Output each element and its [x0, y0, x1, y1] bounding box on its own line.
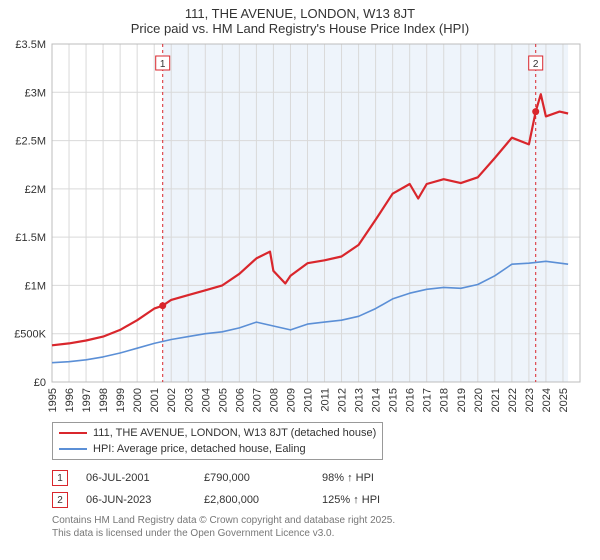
legend-row: 111, THE AVENUE, LONDON, W13 8JT (detach…	[59, 425, 376, 441]
y-tick-label: £2.5M	[15, 136, 46, 148]
x-tick-label: 1997	[81, 388, 93, 412]
footer-line-2: This data is licensed under the Open Gov…	[52, 527, 395, 540]
x-tick-label: 2006	[234, 388, 246, 412]
y-tick-label: £1.5M	[15, 232, 46, 244]
legend-swatch	[59, 448, 87, 450]
events-table: 1 06-JUL-2001 £790,000 98% ↑ HPI 2 06-JU…	[52, 464, 380, 508]
x-tick-label: 1995	[47, 388, 59, 412]
x-tick-label: 2016	[405, 388, 417, 412]
attribution-footer: Contains HM Land Registry data © Crown c…	[52, 514, 395, 540]
x-tick-label: 2008	[268, 388, 280, 412]
y-tick-label: £500K	[14, 329, 46, 341]
event-delta: 125% ↑ HPI	[322, 494, 380, 506]
x-tick-label: 2023	[524, 388, 536, 412]
legend-label: HPI: Average price, detached house, Eali…	[93, 441, 306, 457]
x-tick-label: 2015	[388, 388, 400, 412]
y-tick-label: £2M	[25, 184, 46, 196]
x-tick-label: 2018	[439, 388, 451, 412]
x-tick-label: 2025	[558, 388, 570, 412]
y-tick-label: £3M	[25, 87, 46, 99]
x-tick-label: 2010	[302, 388, 314, 412]
x-tick-label: 2021	[490, 388, 502, 412]
event-point	[532, 108, 539, 115]
x-tick-label: 2020	[473, 388, 485, 412]
x-tick-label: 2001	[149, 388, 161, 412]
legend-swatch	[59, 432, 87, 434]
x-tick-label: 2014	[371, 388, 383, 412]
x-tick-label: 2017	[422, 388, 434, 412]
event-point	[159, 302, 166, 309]
event-price: £790,000	[204, 472, 304, 484]
event-number-box: 2	[52, 492, 68, 508]
x-tick-label: 1996	[64, 388, 76, 412]
x-tick-label: 2024	[541, 388, 553, 412]
event-marker-number: 1	[160, 59, 166, 70]
page-root: 111, THE AVENUE, LONDON, W13 8JT Price p…	[0, 0, 600, 560]
x-tick-label: 2004	[200, 388, 212, 412]
legend-row: HPI: Average price, detached house, Eali…	[59, 441, 376, 457]
chart-svg: 1 2 £0 £500K £1M £1.5M £2M £2.5M £3M £3.5M 1995 199…	[0, 0, 600, 432]
x-tick-label: 2009	[285, 388, 297, 412]
legend-box: 111, THE AVENUE, LONDON, W13 8JT (detach…	[52, 422, 383, 460]
x-tick-label: 2013	[354, 388, 366, 412]
event-number-box: 1	[52, 470, 68, 486]
event-delta: 98% ↑ HPI	[322, 472, 374, 484]
x-tick-label: 1998	[98, 388, 110, 412]
legend-label: 111, THE AVENUE, LONDON, W13 8JT (detach…	[93, 425, 376, 441]
chart-area: 1 2 £0 £500K £1M £1.5M £2M £2.5M £3M £3.5M 1995 199…	[0, 0, 600, 432]
x-tick-label: 2003	[183, 388, 195, 412]
x-tick-label: 2007	[251, 388, 263, 412]
event-row: 2 06-JUN-2023 £2,800,000 125% ↑ HPI	[52, 492, 380, 508]
event-date: 06-JUL-2001	[86, 472, 186, 484]
x-tick-label: 2005	[217, 388, 229, 412]
x-tick-label: 2022	[507, 388, 519, 412]
x-tick-label: 1999	[115, 388, 127, 412]
y-tick-label: £3.5M	[15, 39, 46, 51]
event-marker-number: 2	[533, 59, 539, 70]
event-date: 06-JUN-2023	[86, 494, 186, 506]
x-tick-label: 2002	[166, 388, 178, 412]
y-tick-label: £0	[34, 377, 46, 389]
footer-line-1: Contains HM Land Registry data © Crown c…	[52, 514, 395, 527]
y-tick-label: £1M	[25, 280, 46, 292]
event-row: 1 06-JUL-2001 £790,000 98% ↑ HPI	[52, 470, 380, 486]
event-price: £2,800,000	[204, 494, 304, 506]
x-tick-label: 2000	[132, 388, 144, 412]
x-tick-label: 2011	[320, 388, 332, 412]
x-tick-label: 2019	[456, 388, 468, 412]
x-tick-label: 2012	[337, 388, 349, 412]
